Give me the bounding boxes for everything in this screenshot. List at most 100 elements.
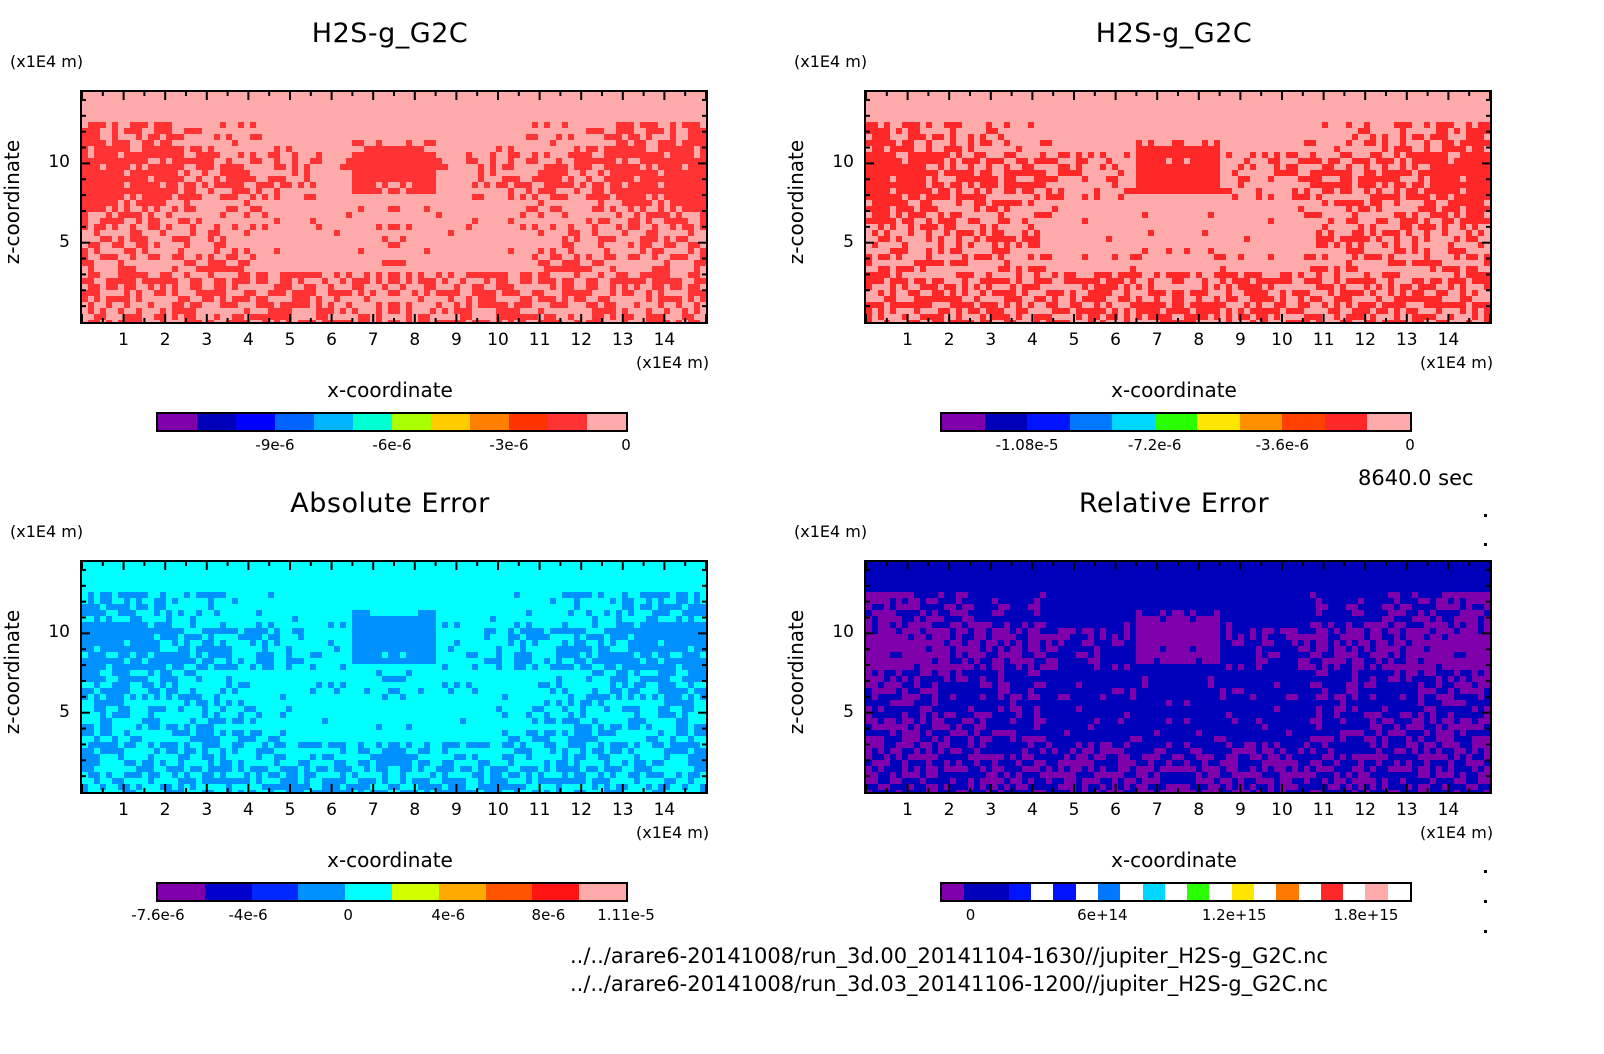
x-tick-label: 2 bbox=[943, 330, 955, 350]
x-tick-label: 1 bbox=[118, 330, 129, 350]
colorbar-segment bbox=[236, 414, 275, 430]
colorbar-segment bbox=[1069, 414, 1113, 430]
y-axis-label: z-coordinate bbox=[0, 139, 24, 265]
x-tick-label: 10 bbox=[1271, 330, 1293, 350]
field-background bbox=[866, 562, 1490, 792]
x-tick-label: 2 bbox=[943, 800, 955, 820]
colorbar-segment bbox=[532, 884, 580, 900]
y-tick-label: 5 bbox=[59, 231, 70, 252]
plot-title: Absolute Error bbox=[290, 488, 490, 519]
x-tick-label: 10 bbox=[487, 330, 509, 350]
x-tick-label: 14 bbox=[653, 330, 676, 350]
x-tick-label: 12 bbox=[570, 330, 592, 350]
colorbar-segment bbox=[1142, 884, 1165, 900]
x-tick-label: 7 bbox=[367, 800, 379, 820]
x-tick-label: 3 bbox=[985, 330, 997, 350]
x-tick-label: 6 bbox=[326, 330, 337, 350]
x-tick-label: 7 bbox=[1151, 800, 1163, 820]
y-tick-label: 5 bbox=[59, 701, 70, 722]
contour-field bbox=[866, 562, 1490, 792]
colorbar-segment bbox=[1008, 884, 1032, 900]
colorbar-segment bbox=[1387, 884, 1410, 900]
x-tick-label: 4 bbox=[1026, 330, 1038, 350]
colorbar-tick-label: 1.8e+15 bbox=[1333, 906, 1399, 924]
x-tick-label: 1 bbox=[902, 330, 913, 350]
field-cells bbox=[866, 592, 1490, 792]
y-tick-label: 10 bbox=[48, 152, 70, 173]
file-path-1: ../../arare6-20141008/run_3d.00_20141104… bbox=[570, 944, 1328, 968]
colorbar-segment bbox=[197, 414, 236, 430]
field-cells bbox=[82, 122, 706, 322]
colorbar-segment bbox=[470, 414, 509, 430]
colorbar-segment bbox=[438, 884, 486, 900]
plot-panel: Absolute Error (x1E4 m) z-coordinate 5 10 1 2 3… bbox=[0, 470, 780, 940]
colorbar-tick-label: -7.6e-6 bbox=[131, 906, 185, 924]
y-axis-label: z-coordinate bbox=[784, 139, 808, 265]
x-tick-label: 11 bbox=[1312, 330, 1335, 350]
colorbar-segment bbox=[1231, 884, 1254, 900]
y-unit-label: (x1E4 m) bbox=[794, 522, 868, 541]
colorbar bbox=[156, 882, 628, 902]
x-tick-label: 10 bbox=[1271, 800, 1293, 820]
colorbar-tick-label: -7.2e-6 bbox=[1127, 436, 1182, 454]
colorbar-segment bbox=[1120, 884, 1143, 900]
colorbar-segment bbox=[579, 884, 626, 900]
y-axis-label: z-coordinate bbox=[784, 609, 808, 735]
x-tick-label: 10 bbox=[487, 800, 509, 820]
field-cells bbox=[82, 592, 706, 792]
colorbar-segment bbox=[391, 884, 439, 900]
x-unit-label: (x1E4 m) bbox=[636, 353, 710, 372]
x-tick-label: 14 bbox=[1437, 800, 1460, 820]
contour-field bbox=[82, 92, 706, 322]
contour-field bbox=[82, 562, 706, 792]
colorbar-segment bbox=[1112, 414, 1155, 430]
y-axis-label: z-coordinate bbox=[0, 609, 24, 735]
colorbar-segment bbox=[1031, 884, 1054, 900]
x-axis-label: x-coordinate bbox=[327, 848, 453, 872]
colorbar-segment bbox=[158, 414, 197, 430]
colorbar-tick-label: 1.2e+15 bbox=[1201, 906, 1267, 924]
x-axis-label: x-coordinate bbox=[327, 378, 453, 402]
y-tick-label: 10 bbox=[832, 152, 854, 173]
x-tick-label: 4 bbox=[1026, 800, 1038, 820]
x-tick-label: 5 bbox=[284, 330, 296, 350]
x-unit-label: (x1E4 m) bbox=[1420, 353, 1494, 372]
y-unit-label: (x1E4 m) bbox=[10, 522, 84, 541]
y-tick-label: 10 bbox=[48, 622, 70, 643]
x-tick-label: 8 bbox=[1193, 330, 1205, 350]
contour-plot-area bbox=[80, 90, 708, 324]
y-unit-label: (x1E4 m) bbox=[10, 52, 84, 71]
colorbar-segment bbox=[942, 414, 985, 430]
file-path-2: ../../arare6-20141008/run_3d.03_20141106… bbox=[570, 972, 1328, 996]
plot-title: H2S-g_G2C bbox=[311, 18, 469, 49]
marker-dot bbox=[1484, 870, 1487, 873]
y-unit-label: (x1E4 m) bbox=[794, 52, 868, 71]
y-tick-label: 5 bbox=[843, 701, 854, 722]
x-tick-label: 1 bbox=[902, 800, 913, 820]
colorbar-segment bbox=[1276, 884, 1299, 900]
marker-dot bbox=[1484, 514, 1487, 517]
colorbar-tick-label: -3e-6 bbox=[489, 436, 529, 454]
colorbar-segment bbox=[548, 414, 587, 430]
colorbar-tick-label: -9e-6 bbox=[255, 436, 295, 454]
colorbar-segment bbox=[1320, 884, 1344, 900]
x-tick-label: 3 bbox=[201, 800, 213, 820]
colorbar-segment bbox=[1075, 884, 1098, 900]
contour-plot-area bbox=[80, 560, 708, 794]
colorbar-segment bbox=[587, 414, 626, 430]
x-tick-label: 2 bbox=[159, 330, 171, 350]
plot-panel: Relative Error (x1E4 m) z-coordinate 5 10 1 2 3… bbox=[784, 470, 1564, 940]
colorbar-segment bbox=[1239, 414, 1283, 430]
colorbar-segment bbox=[1027, 414, 1070, 430]
x-tick-label: 8 bbox=[409, 800, 421, 820]
colorbar-tick-label: -6e-6 bbox=[372, 436, 412, 454]
colorbar-tick-label: 0 bbox=[1405, 436, 1415, 454]
colorbar-tick-label: 0 bbox=[965, 906, 976, 924]
colorbar-segment bbox=[1097, 884, 1121, 900]
contour-plot-area bbox=[864, 560, 1492, 794]
colorbar-tick-label: -4e-6 bbox=[228, 906, 268, 924]
colorbar-segment bbox=[345, 884, 392, 900]
colorbar-tick-label: -3.6e-6 bbox=[1255, 436, 1310, 454]
x-tick-label: 13 bbox=[611, 800, 634, 820]
plot-panel: H2S-g_G2C (x1E4 m) z-coordinate 5 10 1 2 3 4 5 6 7 8… bbox=[0, 0, 780, 470]
